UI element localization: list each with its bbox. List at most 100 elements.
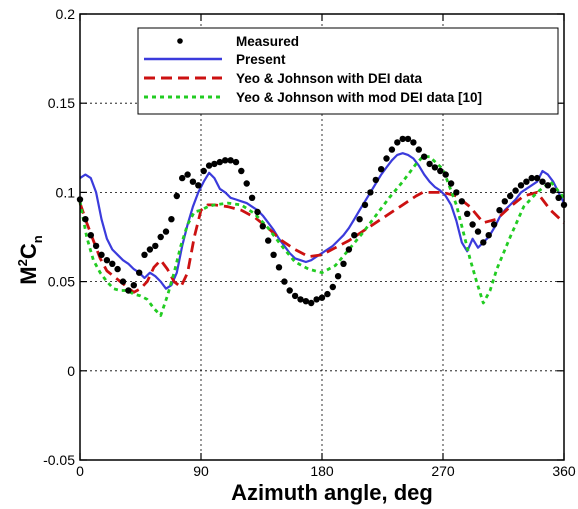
- measured-point: [480, 239, 487, 246]
- measured-point: [189, 178, 197, 185]
- measured-point: [232, 158, 240, 166]
- legend-label-measured: Measured: [236, 34, 299, 49]
- y-axis-label-sub: n: [30, 235, 45, 243]
- legend-marker-measured: [177, 38, 183, 44]
- measured-point: [421, 153, 428, 160]
- measured-point: [205, 162, 213, 169]
- measured-point: [254, 208, 261, 216]
- measured-point: [270, 251, 277, 258]
- measured-point: [453, 189, 460, 196]
- measured-point: [372, 176, 379, 184]
- x-axis-label: Azimuth angle, deg: [231, 480, 433, 505]
- x-tick-label: 360: [552, 463, 576, 479]
- x-tick-label: 90: [193, 463, 209, 479]
- measured-point: [308, 299, 315, 307]
- measured-point: [146, 246, 154, 253]
- measured-point: [539, 178, 546, 185]
- measured-point: [211, 160, 218, 168]
- y-tick-label: 0.05: [48, 274, 75, 290]
- measured-point: [378, 166, 385, 173]
- measured-point: [318, 294, 326, 301]
- series-line-yeo-johnson-with-mod-dei-data-10: [78, 155, 566, 317]
- measured-point: [399, 135, 406, 143]
- legend-label-present: Present: [236, 52, 286, 67]
- measured-point: [179, 174, 186, 182]
- measured-point: [87, 232, 95, 239]
- legend-box: [137, 27, 559, 115]
- y-tick-label: 0: [67, 363, 75, 379]
- measured-point: [404, 135, 412, 143]
- measured-point: [152, 242, 159, 250]
- measured-point: [550, 187, 557, 194]
- measured-point: [281, 278, 288, 285]
- measured-point: [447, 180, 455, 187]
- measured-point: [243, 180, 250, 187]
- measured-point: [356, 216, 363, 223]
- y-tick-label: 0.15: [48, 95, 75, 111]
- measured-point: [286, 287, 293, 294]
- measured-point: [92, 242, 100, 250]
- measured-point: [157, 233, 164, 241]
- measured-point: [324, 290, 331, 298]
- measured-point: [469, 221, 476, 228]
- measured-point: [437, 167, 444, 175]
- y-tick-label: 0.2: [56, 6, 76, 22]
- measured-point: [227, 157, 234, 164]
- measured-point: [162, 228, 170, 235]
- measured-point: [388, 146, 396, 153]
- measured-point: [383, 155, 390, 162]
- measured-point: [464, 210, 471, 217]
- measured-point: [528, 174, 535, 182]
- measured-point: [103, 257, 111, 264]
- x-tick-label: 0: [76, 463, 84, 479]
- measured-point: [141, 251, 148, 258]
- y-axis-label: M2Cn: [15, 235, 45, 284]
- measured-point: [533, 174, 541, 182]
- measured-point: [334, 273, 342, 280]
- measured-point: [474, 228, 482, 235]
- y-tick-label: -0.05: [43, 452, 75, 468]
- measured-point: [485, 232, 492, 239]
- measured-point: [490, 221, 498, 228]
- measured-point: [523, 178, 530, 185]
- measured-point: [248, 194, 256, 201]
- legend-label-yeo-dei: Yeo & Johnson with DEI data: [236, 71, 423, 86]
- measured-point: [313, 296, 320, 303]
- measured-point: [351, 232, 358, 239]
- measured-point: [367, 189, 374, 196]
- legend: Measured Present Yeo & Johnson with DEI …: [137, 27, 559, 115]
- measured-point: [216, 158, 223, 166]
- measured-point: [361, 201, 369, 209]
- measured-point: [259, 223, 266, 230]
- measured-point: [168, 216, 175, 223]
- legend-label-yeo-mod-dei: Yeo & Johnson with mod DEI data [10]: [236, 90, 482, 105]
- y-tick-label: 0.1: [56, 184, 76, 200]
- measured-point: [265, 237, 272, 244]
- measured-point: [98, 251, 105, 258]
- measured-point: [184, 171, 191, 178]
- measured-point: [496, 207, 503, 214]
- measured-point: [195, 182, 202, 189]
- measured-point: [501, 198, 508, 205]
- measured-point: [297, 296, 304, 303]
- measured-point: [238, 167, 245, 175]
- measured-point: [222, 157, 229, 164]
- measured-point: [114, 265, 121, 273]
- measured-point: [415, 146, 422, 153]
- x-tick-label: 270: [431, 463, 455, 479]
- measured-point: [507, 192, 514, 200]
- measured-point: [130, 282, 137, 289]
- measured-point: [109, 260, 116, 267]
- measured-point: [173, 192, 180, 200]
- measured-point: [544, 182, 552, 189]
- measured-point: [136, 269, 143, 276]
- measured-point: [119, 278, 127, 285]
- measured-point: [394, 139, 401, 146]
- measured-point: [426, 160, 433, 168]
- measured-point: [340, 260, 347, 267]
- measured-point: [275, 264, 283, 271]
- plot-series: [76, 135, 568, 317]
- measured-point: [555, 194, 562, 201]
